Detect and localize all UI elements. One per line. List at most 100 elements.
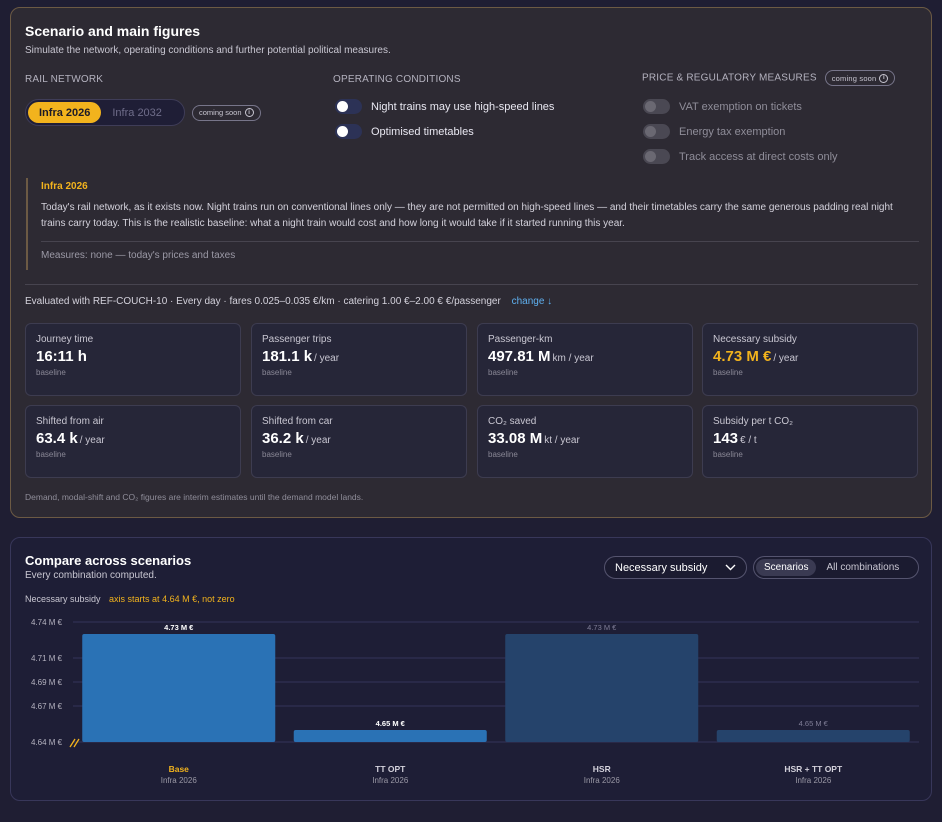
toggle-row-night-trains-hsl[interactable]: Night trains may use high-speed lines (335, 99, 554, 114)
bar-tt-opt (293, 730, 487, 742)
estimates-footnote: Demand, modal-shift and CO₂ figures are … (25, 492, 364, 502)
metric-value: 4.73 M € / year (713, 348, 907, 365)
metric-value-number: 4.73 M € (713, 348, 772, 365)
metric-label: Subsidy per t CO₂ (713, 416, 794, 427)
metric-card-journey-time: Journey time 16:11 h baseline (25, 323, 241, 396)
toggle-row-energy-tax: Energy tax exemption (643, 124, 785, 139)
y-tick-label: 4.69 M € (31, 678, 63, 687)
toggle-row-vat-exemption: VAT exemption on tickets (643, 99, 802, 114)
bar-data-label: 4.73 M € (164, 623, 194, 632)
bar-data-label: 4.65 M € (799, 719, 829, 728)
info-icon[interactable]: i (879, 73, 889, 83)
toggle-row-track-access: Track access at direct costs only (643, 149, 838, 164)
metric-unit: / year (305, 435, 331, 446)
night-trains-hsl-label: Night trains may use high-speed lines (371, 100, 555, 113)
coming-soon-text: coming soon (831, 73, 877, 83)
vat-exemption-toggle (643, 99, 670, 114)
metric-value-number: 181.1 k (262, 348, 313, 365)
x-category-label: HSR (593, 764, 611, 774)
metric-unit: / year (314, 353, 340, 364)
axis-break-icon (69, 738, 80, 748)
evaluation-text: Evaluated with REF-COUCH-10 · Every day … (25, 296, 501, 307)
operating-conditions-heading: OPERATING CONDITIONS (333, 74, 461, 85)
evaluation-summary: Evaluated with REF-COUCH-10 · Every day … (25, 296, 552, 307)
metric-note: baseline (262, 368, 292, 377)
metric-value: 16:11 h (36, 348, 230, 365)
vat-exemption-label: VAT exemption on tickets (679, 100, 802, 113)
optimised-timetables-label: Optimised timetables (371, 125, 474, 138)
axis-note: Necessary subsidy axis starts at 4.64 M … (25, 594, 235, 604)
rail-network-heading: RAIL NETWORK (25, 74, 104, 85)
coming-soon-badge: coming soon i (824, 70, 896, 86)
metric-unit: / year (773, 353, 799, 364)
metric-note: baseline (713, 450, 743, 459)
scenario-subtitle: Simulate the network, operating conditio… (25, 45, 391, 56)
metric-value-number: 63.4 k (36, 430, 78, 447)
metric-note: baseline (713, 368, 743, 377)
metric-value-number: 16:11 h (36, 348, 87, 365)
metric-label: Shifted from car (262, 416, 333, 427)
metric-value-number: 33.08 M (488, 430, 543, 447)
metric-note: baseline (488, 368, 518, 377)
y-tick-label: 4.64 M € (31, 738, 63, 747)
change-link[interactable]: change ↓ (511, 296, 553, 307)
toggle-row-optimised-timetables[interactable]: Optimised timetables (335, 124, 474, 139)
night-trains-hsl-toggle[interactable] (335, 99, 362, 114)
explanation-measures: Measures: none — today's prices and taxe… (41, 250, 236, 261)
view-scenarios-tab[interactable]: Scenarios (756, 559, 817, 576)
x-category-sublabel: Infra 2026 (372, 776, 409, 785)
divider (25, 284, 918, 285)
axis-label: Necessary subsidy (25, 594, 101, 604)
bar-hsr (505, 634, 699, 742)
metric-value-number: 143 (713, 430, 739, 447)
metric-select-value: Necessary subsidy (615, 561, 708, 574)
metric-note: baseline (262, 450, 292, 459)
compare-subtitle: Every combination computed. (25, 570, 157, 581)
metric-card-necessary-subsidy: Necessary subsidy 4.73 M € / year baseline (702, 323, 918, 396)
metric-value-number: 497.81 M (488, 348, 551, 365)
axis-warning: axis starts at 4.64 M €, not zero (109, 594, 235, 604)
bar-base (82, 634, 276, 742)
explanation-body: Today's rail network, as it exists now. … (41, 202, 893, 229)
metric-card-shifted-from-car: Shifted from car 36.2 k / year baseline (251, 405, 467, 478)
x-category-label: Base (169, 764, 190, 774)
optimised-timetables-toggle[interactable] (335, 124, 362, 139)
option-infra-2026[interactable]: Infra 2026 (28, 102, 102, 123)
metric-unit: / year (79, 435, 105, 446)
metric-value: 36.2 k / year (262, 430, 456, 447)
metric-value: 63.4 k / year (36, 430, 230, 447)
toggle-knob (645, 101, 656, 112)
rail-network-selector: Infra 2026 Infra 2032 (25, 99, 185, 126)
metric-label: CO₂ saved (488, 416, 537, 427)
metric-select[interactable]: Necessary subsidy (604, 556, 747, 579)
metric-value-number: 36.2 k (262, 430, 304, 447)
metric-card-passenger-trips: Passenger trips 181.1 k / year baseline (251, 323, 467, 396)
coming-soon-text: coming soon (199, 108, 242, 118)
option-infra-2032[interactable]: Infra 2032 (112, 106, 162, 119)
bar-data-label: 4.65 M € (376, 719, 406, 728)
compare-title: Compare across scenarios (25, 553, 192, 568)
view-all-combinations-tab[interactable]: All combinations (826, 562, 900, 573)
metric-unit: € / t (740, 435, 757, 446)
compare-panel: Compare across scenarios Every combinati… (10, 537, 932, 801)
metric-card-subsidy-per-t-co: Subsidy per t CO₂ 143 € / t baseline (702, 405, 918, 478)
y-tick-label: 4.71 M € (31, 654, 63, 663)
y-tick-label: 4.74 M € (31, 618, 63, 627)
metric-label: Passenger-km (488, 334, 553, 345)
x-category-label: TT OPT (375, 764, 406, 774)
scenario-title: Scenario and main figures (25, 23, 201, 39)
view-toggle: Scenarios All combinations (753, 556, 919, 579)
bar-data-label: 4.73 M € (587, 623, 617, 632)
metric-unit: km / year (552, 353, 594, 364)
explanation-title: Infra 2026 (41, 181, 88, 192)
metric-card-shifted-from-air: Shifted from air 63.4 k / year baseline (25, 405, 241, 478)
info-icon[interactable]: i (244, 108, 254, 118)
toggle-knob (645, 126, 656, 137)
energy-tax-toggle (643, 124, 670, 139)
track-access-label: Track access at direct costs only (679, 150, 838, 163)
metric-value: 181.1 k / year (262, 348, 456, 365)
